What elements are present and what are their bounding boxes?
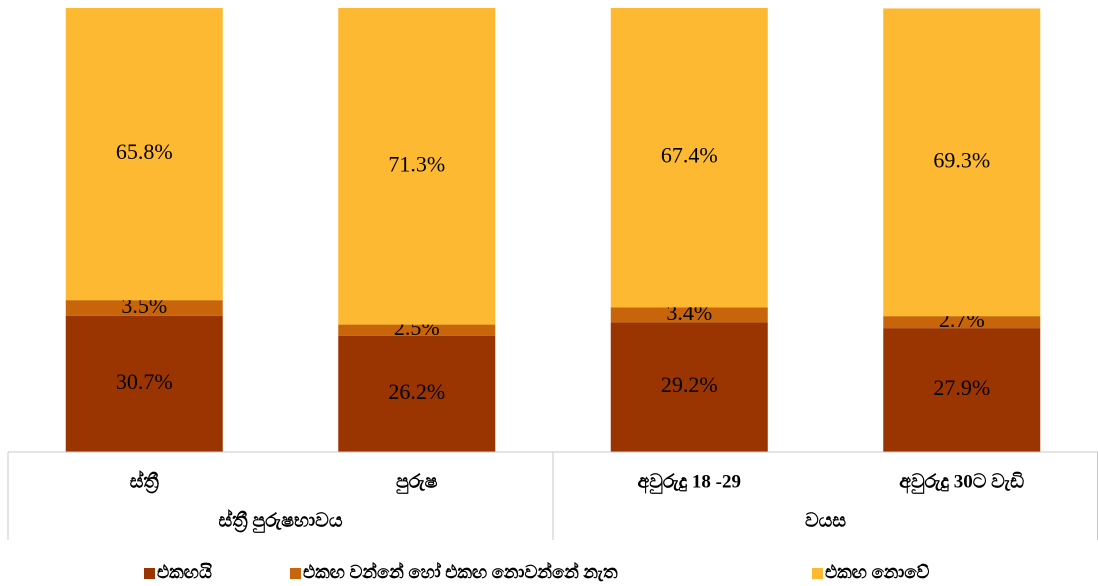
bar-segment bbox=[65, 8, 223, 301]
bar-segment bbox=[610, 307, 768, 323]
bar-segment bbox=[883, 8, 1041, 317]
legend-label: එකඟ නොවේ bbox=[825, 562, 929, 582]
data-label: 30.7% bbox=[116, 369, 173, 394]
bar-segment bbox=[338, 8, 496, 325]
data-label: 65.8% bbox=[116, 139, 173, 164]
bar-segment bbox=[338, 335, 496, 452]
x-tick-label: අවුරුදු 30ට වැඩි bbox=[899, 471, 1024, 494]
x-tick-label: ස්ත්‍රී bbox=[130, 470, 160, 494]
bar-segment bbox=[65, 315, 223, 452]
data-label: 71.3% bbox=[388, 151, 445, 176]
data-label: 67.4% bbox=[661, 143, 718, 168]
legend-label: එකඟයි bbox=[157, 562, 213, 582]
x-tick-label: අවුරුදු 18 -29 bbox=[637, 471, 741, 494]
data-label: 27.9% bbox=[933, 375, 990, 400]
data-label: 29.2% bbox=[661, 372, 718, 397]
bar-segment bbox=[338, 324, 496, 336]
bar-segment bbox=[610, 322, 768, 452]
group-label: ස්ත්‍රී පුරුෂභාවය bbox=[219, 509, 343, 534]
legend-label: එකඟ වන්නේ හෝ එකඟ නොවන්නේ නැත bbox=[303, 561, 618, 582]
bar-segment bbox=[883, 316, 1041, 329]
group-label: වයස bbox=[805, 510, 846, 531]
legend-swatch bbox=[812, 568, 823, 579]
bar-segment bbox=[883, 328, 1041, 452]
legend-swatch bbox=[144, 568, 155, 579]
legend-swatch bbox=[290, 568, 301, 579]
x-tick-label: පුරුෂ bbox=[396, 471, 438, 495]
data-label: 69.3% bbox=[933, 147, 990, 172]
data-label: 26.2% bbox=[388, 379, 445, 404]
bar-segment bbox=[65, 300, 223, 316]
bar-segment bbox=[610, 8, 768, 308]
